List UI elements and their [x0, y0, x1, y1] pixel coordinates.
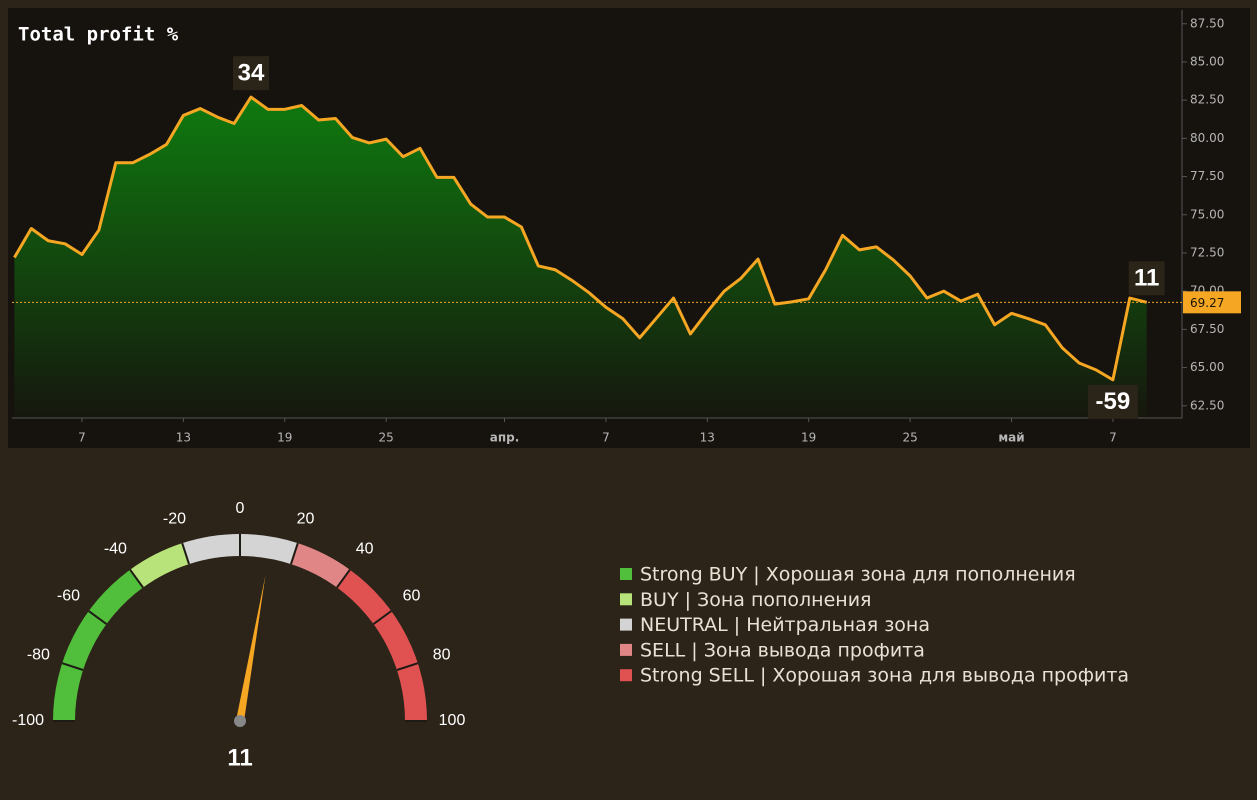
- legend-swatch: [620, 593, 632, 606]
- legend-label: Strong SELL | Хорошая зона для вывода пр…: [640, 665, 1129, 687]
- gauge-tick-label: 60: [403, 588, 421, 605]
- y-tick-label: 65.00: [1190, 360, 1224, 374]
- gauge-tick-label: -40: [104, 541, 127, 558]
- gauge-needle: [236, 575, 266, 722]
- gauge-tick-label: 100: [439, 712, 466, 729]
- x-tick-label: апр.: [490, 431, 520, 445]
- gauge-band: [336, 569, 427, 721]
- y-tick-label: 80.00: [1190, 131, 1224, 145]
- chart-title: Total profit %: [18, 24, 179, 46]
- gauge-tick: [396, 662, 419, 671]
- gauge-tick: [290, 542, 299, 565]
- point-label: 11: [1134, 265, 1159, 292]
- gauge-tick-label: -100: [12, 712, 44, 729]
- point-label: 34: [238, 59, 265, 86]
- x-tick-label: 7: [78, 431, 86, 445]
- gauge-tick-label: 20: [297, 511, 315, 528]
- legend-label: BUY | Зона пополнения: [640, 589, 872, 611]
- y-tick-label: 77.50: [1190, 169, 1224, 183]
- last-value-box: [1183, 291, 1241, 314]
- x-tick-label: 25: [902, 431, 917, 445]
- y-tick-label: 67.50: [1190, 322, 1224, 336]
- point-label-box: [233, 56, 269, 91]
- gauge-tick-label: 40: [356, 541, 374, 558]
- gauge-tick: [61, 662, 84, 671]
- gauge-tick-label: -20: [163, 511, 186, 528]
- legend-swatch: [620, 568, 632, 580]
- last-value-label: 69.27: [1190, 296, 1224, 310]
- gauge-hub: [234, 715, 246, 727]
- legend-label: Strong BUY | Хорошая зона для пополнения: [640, 564, 1076, 586]
- x-tick-label: 7: [1109, 431, 1117, 445]
- gauge-tick-label: 0: [236, 500, 245, 517]
- x-tick-label: 19: [801, 431, 816, 445]
- gauge-tick-label: 80: [433, 647, 451, 664]
- x-tick-label: 19: [277, 431, 292, 445]
- legend-swatch: [620, 618, 632, 631]
- x-tick-label: 7: [602, 431, 610, 445]
- y-tick-label: 82.50: [1190, 93, 1224, 107]
- y-tick-label: 87.50: [1190, 16, 1224, 30]
- x-tick-label: май: [998, 431, 1024, 445]
- point-label-box: [1128, 261, 1165, 296]
- point-label-box: [1087, 384, 1138, 419]
- gauge-tick: [336, 569, 351, 589]
- y-tick-label: 75.00: [1190, 207, 1224, 221]
- y-tick-label: 72.50: [1190, 245, 1224, 259]
- y-tick-label: 62.50: [1190, 398, 1224, 412]
- legend-label: NEUTRAL | Нейтральная зона: [640, 614, 930, 636]
- gauge-value: 11: [227, 744, 252, 771]
- gauge-band: [290, 543, 350, 588]
- gauge-tick: [88, 610, 108, 625]
- gauge-tick: [372, 610, 392, 625]
- area-fill: [14, 97, 1147, 418]
- x-tick-label: 25: [379, 431, 394, 445]
- gauge-tick: [181, 542, 190, 565]
- gauge-band: [130, 543, 190, 588]
- gauge-tick: [129, 569, 144, 589]
- legend-label: SELL | Зона вывода профита: [640, 639, 925, 661]
- legend-swatch: [620, 643, 632, 656]
- gauge-tick-label: -60: [57, 588, 80, 605]
- y-tick-label: 85.00: [1190, 54, 1224, 68]
- gauge-band: [53, 569, 144, 721]
- legend-swatch: [620, 669, 632, 682]
- x-tick-label: 13: [176, 431, 191, 445]
- gauge-tick-label: -80: [27, 647, 50, 664]
- profit-line: [13, 95, 1148, 382]
- point-label: -59: [1096, 388, 1131, 415]
- x-tick-label: 13: [700, 431, 715, 445]
